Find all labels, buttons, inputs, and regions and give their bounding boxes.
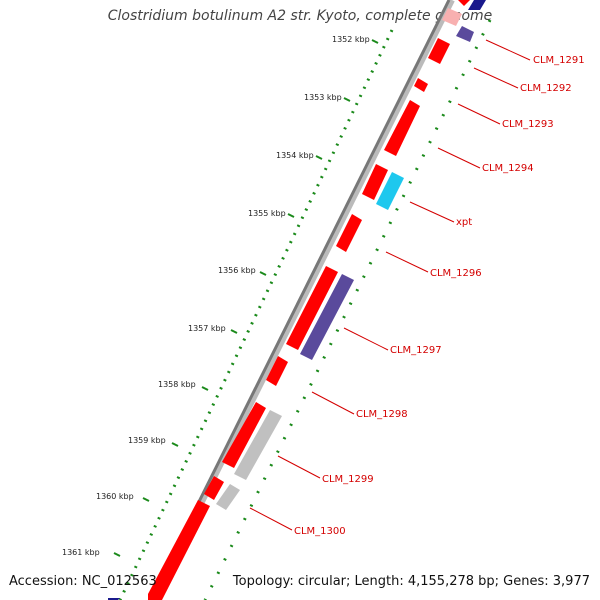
gene-label: CLM_1291 [533, 55, 585, 66]
gene-label: CLM_1296 [430, 268, 482, 279]
backbone-shadow [150, 0, 455, 600]
gene-label: CLM_1297 [390, 345, 442, 356]
cds-feature-pink [442, 8, 462, 26]
cds-feature-clm-1291 [428, 38, 450, 64]
kbp-label: 1354 kbp [276, 151, 314, 160]
kbp-labels: 1352 kbp 1353 kbp 1354 kbp 1355 kbp 1356… [62, 35, 370, 557]
accession-text: Accession: NC_012563 [9, 574, 157, 589]
pseudo-feature-clm-1299 [234, 410, 282, 480]
kbp-label: 1355 kbp [248, 209, 286, 218]
cds-feature-clm-1300 [204, 476, 224, 500]
gene-label: CLM_1298 [356, 409, 408, 420]
map-title: Clostridium botulinum A2 str. Kyoto, com… [107, 8, 493, 24]
cds-feature-clm-1297 [286, 266, 338, 350]
kbp-label: 1360 kbp [96, 492, 134, 501]
kbp-tick-marks [113, 39, 379, 557]
cds-feature-navy [468, 0, 486, 10]
xpt-feature [376, 172, 404, 210]
kbp-label: 1359 kbp [128, 436, 166, 445]
leader-lines [249, 39, 531, 531]
cds-feature-clm-1293 [384, 100, 420, 156]
genome-summary-text: Topology: circular; Length: 4,155,278 bp… [232, 574, 590, 589]
kbp-label: 1352 kbp [332, 35, 370, 44]
cds-feature-clm-1299 [222, 402, 266, 468]
cds-feature-clm-1296 [336, 214, 362, 252]
gene-label: CLM_1293 [502, 119, 554, 130]
pseudo-feature-clm-1300 [216, 484, 240, 510]
gene-label: CLM_1299 [322, 474, 374, 485]
backbone [148, 0, 451, 600]
gene-label: CLM_1294 [482, 163, 534, 174]
cds-feature-red [458, 0, 470, 6]
gene-labels: CLM_1291 CLM_1292 CLM_1293 CLM_1294 xpt … [294, 55, 585, 537]
gene-label: xpt [456, 217, 472, 228]
other-feature-purple [456, 26, 474, 42]
kbp-label: 1358 kbp [158, 380, 196, 389]
cds-feature-clm-1298 [266, 356, 288, 386]
kbp-label: 1353 kbp [304, 93, 342, 102]
kbp-label: 1361 kbp [62, 548, 100, 557]
gene-label: CLM_1300 [294, 526, 346, 537]
kbp-label: 1357 kbp [188, 324, 226, 333]
cds-feature-clm-1294 [362, 164, 388, 200]
gene-label: CLM_1292 [520, 83, 572, 94]
cds-feature-clm-1292 [414, 78, 428, 92]
outer-tick-dots [118, 29, 394, 600]
kbp-label: 1356 kbp [218, 266, 256, 275]
inner-tick-dots [203, 19, 492, 600]
other-feature-clm-1297 [300, 274, 354, 360]
cds-feature-bottom [148, 500, 210, 600]
features [108, 0, 486, 600]
